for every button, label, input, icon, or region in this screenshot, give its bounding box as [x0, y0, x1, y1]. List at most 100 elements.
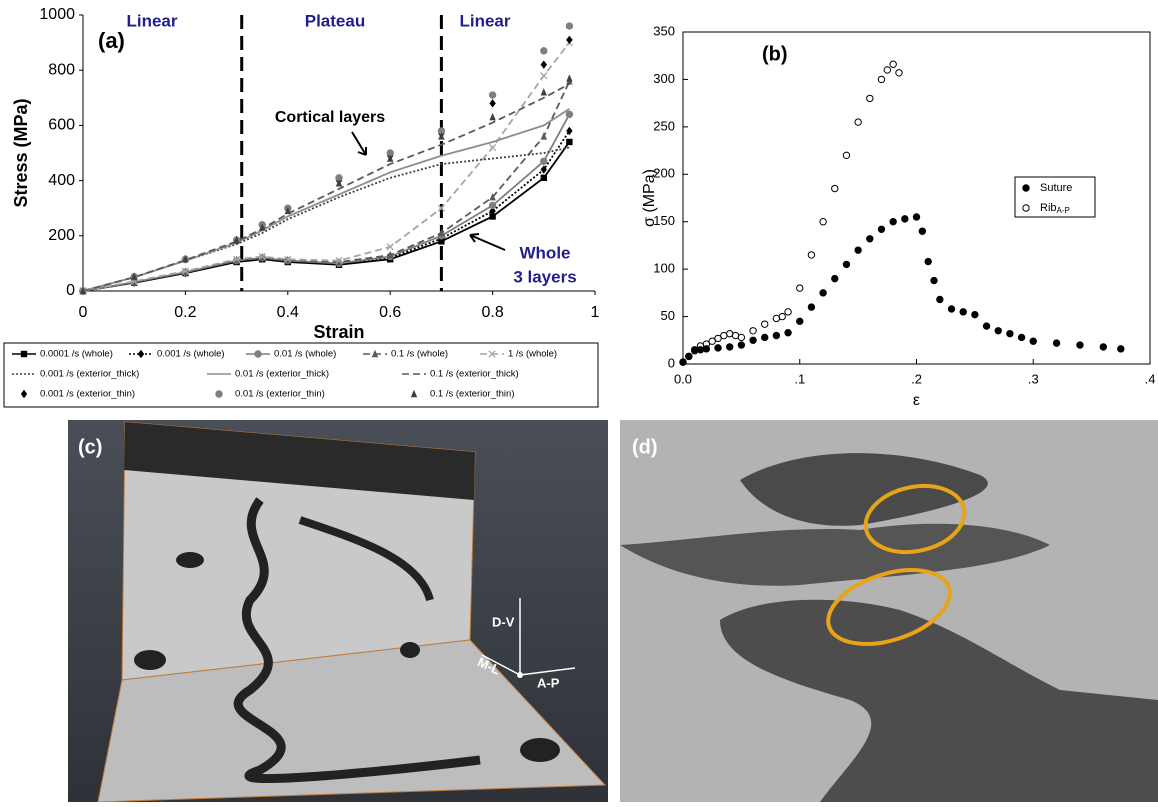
marker	[541, 88, 547, 95]
marker	[21, 351, 27, 357]
series-line	[83, 131, 569, 291]
y-tick-label: 400	[48, 172, 75, 189]
marker	[808, 252, 814, 258]
panel-label: (b)	[762, 43, 788, 65]
y-tick-label: 0	[668, 355, 675, 370]
marker	[1053, 340, 1059, 346]
marker	[489, 92, 495, 98]
marker	[541, 48, 547, 54]
marker	[785, 309, 791, 315]
marker	[972, 311, 978, 317]
x-tick-label: 0.6	[379, 304, 401, 321]
marker	[843, 261, 849, 267]
marker	[1023, 185, 1029, 191]
x-axis-label: ε	[913, 392, 920, 409]
y-tick-label: 200	[48, 227, 75, 244]
marker	[995, 328, 1001, 334]
marker	[541, 60, 547, 68]
annotation: Plateau	[305, 11, 365, 30]
y-tick-label: 100	[653, 261, 675, 276]
marker	[820, 290, 826, 296]
legend-label: Suture	[1040, 182, 1072, 194]
marker	[489, 202, 495, 208]
legend-label: 0.0001 /s (whole)	[40, 349, 113, 360]
panel-label: (c)	[78, 436, 102, 458]
marker	[931, 277, 937, 283]
image-c-pore	[400, 642, 420, 658]
panel-label: (d)	[632, 436, 658, 458]
y-tick-label: 250	[653, 118, 675, 133]
image-c-pore	[134, 650, 166, 670]
marker	[255, 351, 261, 357]
marker	[797, 285, 803, 291]
legend-label: 0.001 /s (exterior_thick)	[40, 369, 139, 380]
arrow	[470, 234, 505, 250]
plot-frame	[683, 32, 1150, 364]
image-c-origin	[517, 672, 523, 678]
legend-label: 0.1 /s (exterior_thick)	[430, 369, 519, 380]
marker	[21, 390, 27, 398]
marker	[1118, 346, 1124, 352]
marker	[878, 76, 884, 82]
y-tick-label: 600	[48, 117, 75, 134]
marker	[738, 342, 744, 348]
annotation: Whole	[520, 243, 571, 262]
marker	[566, 36, 572, 44]
x-tick-label: .2	[911, 371, 922, 386]
marker	[925, 258, 931, 264]
marker	[832, 275, 838, 281]
marker	[750, 337, 756, 343]
marker	[1077, 342, 1083, 348]
x-tick-label: 0	[79, 304, 88, 321]
marker	[843, 152, 849, 158]
x-tick-label: 1	[591, 304, 600, 321]
marker	[948, 306, 954, 312]
marker	[779, 313, 785, 319]
marker	[937, 296, 943, 302]
panel-label: (a)	[98, 28, 125, 53]
marker	[884, 67, 890, 73]
x-tick-label: 0.2	[174, 304, 196, 321]
y-tick-label: 50	[661, 308, 675, 323]
marker	[738, 334, 744, 340]
legend-label: 0.1 /s (exterior_thin)	[430, 389, 514, 400]
y-tick-label: 800	[48, 61, 75, 78]
x-tick-label: .1	[794, 371, 805, 386]
y-tick-label: 1000	[39, 6, 75, 23]
x-tick-label: 0.8	[481, 304, 503, 321]
x-axis-label: Strain	[313, 322, 364, 342]
y-axis-label: Stress (MPa)	[11, 98, 31, 207]
marker	[541, 73, 547, 79]
y-tick-label: 0	[66, 282, 75, 299]
marker	[832, 185, 838, 191]
legend-label: 0.001 /s (whole)	[157, 349, 225, 360]
marker	[489, 99, 495, 107]
marker	[797, 318, 803, 324]
x-tick-label: .4	[1145, 371, 1156, 386]
plot-frame	[83, 15, 595, 291]
figure: D-V M-L A-P (c) (d) 00.20.40.60.81020040…	[0, 0, 1158, 802]
legend-label: 0.1 /s (whole)	[391, 349, 448, 360]
axis-label: A-P	[537, 675, 560, 690]
marker	[566, 111, 572, 117]
marker	[489, 113, 495, 120]
marker	[566, 74, 572, 81]
marker	[1030, 338, 1036, 344]
marker	[773, 332, 779, 338]
legend-label: 1 /s (whole)	[508, 349, 557, 360]
marker	[960, 309, 966, 315]
image-c-pore	[176, 552, 204, 568]
marker	[785, 329, 791, 335]
y-tick-label: 300	[653, 71, 675, 86]
y-axis-label: σ (MPa)	[641, 169, 658, 227]
annotation: 3 layers	[513, 267, 576, 286]
marker	[566, 139, 572, 145]
marker	[890, 219, 896, 225]
marker	[216, 391, 222, 397]
marker	[750, 328, 756, 334]
marker	[762, 321, 768, 327]
x-tick-label: 0.0	[674, 371, 692, 386]
legend-label: 0.01 /s (exterior_thin)	[235, 389, 325, 400]
marker	[138, 350, 144, 358]
marker	[855, 247, 861, 253]
